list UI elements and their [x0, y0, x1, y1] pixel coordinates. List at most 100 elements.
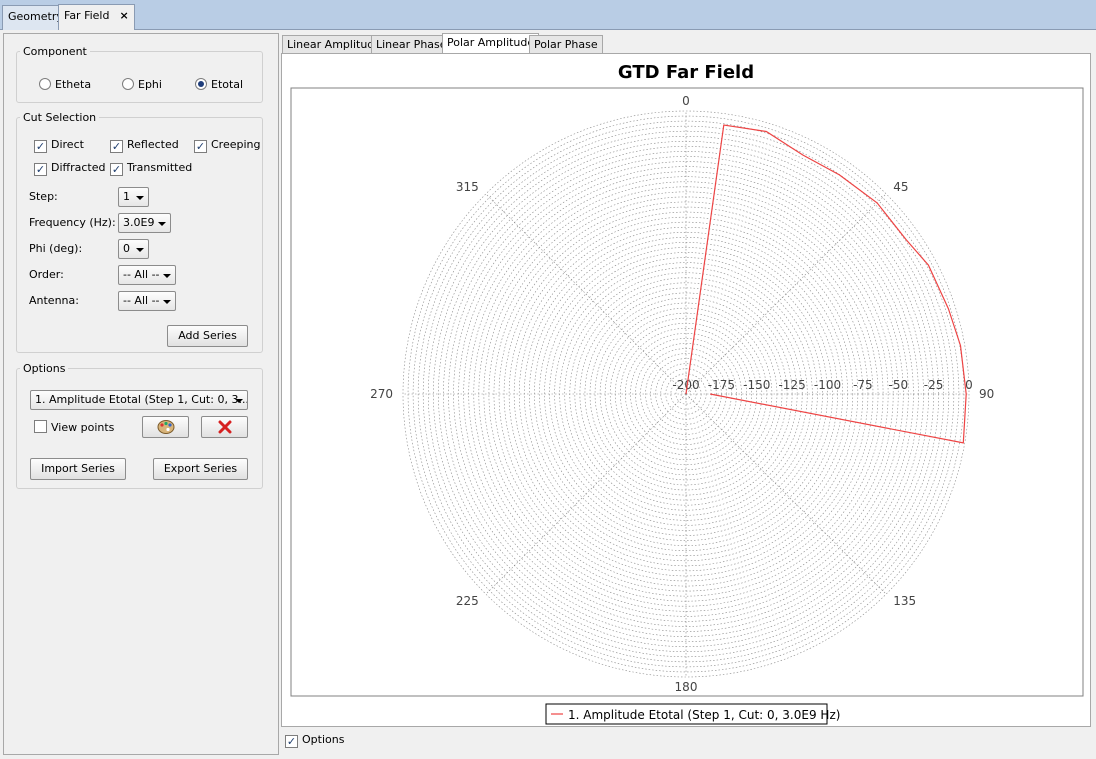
grid-ring — [529, 237, 843, 551]
grid-ring — [599, 307, 773, 481]
check-creeping-label: Creeping — [211, 138, 261, 151]
radial-tick-label: -200 — [672, 378, 699, 392]
series-select-value: 1. Amplitude Etotal (Step 1, Cut: 0, 3..… — [35, 393, 248, 406]
order-select-value: -- All -- — [123, 268, 160, 281]
order-select[interactable]: -- All -- — [118, 265, 176, 285]
chart-title: GTD Far Field — [618, 62, 754, 83]
grid-ring — [584, 292, 788, 496]
checkbox-direct[interactable]: ✓ — [34, 140, 47, 153]
grid-ring — [554, 262, 818, 526]
grid-ring — [483, 191, 889, 597]
radio-ephi[interactable]: Ephi — [122, 78, 162, 91]
chevron-down-icon — [163, 300, 171, 304]
check-transmitted[interactable]: ✓ Transmitted — [110, 161, 192, 176]
antenna-select[interactable]: -- All -- — [118, 291, 176, 311]
check-view-points[interactable]: View points — [34, 420, 114, 434]
grid-ring — [427, 135, 945, 653]
axis-labels: 0 45 90 135 180 225 270 315 -200 -175 -150 -125 -100… — [370, 94, 994, 694]
angle-tick-label: 315 — [456, 180, 479, 194]
grid-ring — [493, 201, 879, 587]
angle-tick-label: 270 — [370, 387, 393, 401]
tab-far-field[interactable]: Far Field × — [58, 4, 135, 30]
grid-ring — [645, 353, 727, 435]
options-group: Options 1. Amplitude Etotal (Step 1, Cut… — [16, 362, 263, 489]
check-creeping[interactable]: ✓ Creeping — [194, 138, 261, 153]
step-select[interactable]: 1 — [118, 187, 149, 207]
angle-tick-label: 135 — [893, 594, 916, 608]
series-layer — [685, 124, 967, 444]
grid-ring — [675, 383, 697, 405]
component-legend: Component — [23, 45, 87, 58]
antenna-label: Antenna: — [29, 294, 79, 307]
radio-ephi-circle[interactable] — [122, 78, 134, 90]
legend-label: 1. Amplitude Etotal (Step 1, Cut: 0, 3.0… — [568, 708, 840, 722]
grid-ring — [402, 110, 970, 678]
legend: 1. Amplitude Etotal (Step 1, Cut: 0, 3.0… — [545, 703, 840, 725]
check-direct[interactable]: ✓ Direct — [34, 138, 84, 153]
grid-ring — [463, 171, 909, 617]
plot-area — [290, 87, 1084, 697]
grid-ring — [503, 211, 869, 577]
tab-polar-phase[interactable]: Polar Phase — [529, 35, 603, 54]
checkbox-transmitted[interactable]: ✓ — [110, 163, 123, 176]
tab-geometry[interactable]: Geometry — [2, 5, 69, 30]
radio-etotal-circle[interactable] — [195, 78, 207, 90]
grid-ring — [680, 388, 692, 400]
check-diffracted[interactable]: ✓ Diffracted — [34, 161, 105, 176]
grid-ring — [539, 247, 833, 541]
options-legend: Options — [23, 362, 66, 375]
radio-etheta[interactable]: Etheta — [39, 78, 91, 91]
series-select[interactable]: 1. Amplitude Etotal (Step 1, Cut: 0, 3..… — [30, 390, 248, 410]
checkbox-options[interactable]: ✓ — [285, 735, 298, 748]
chevron-down-icon — [235, 399, 243, 403]
grid-ring — [589, 297, 783, 491]
grid-ring — [655, 363, 717, 425]
check-reflected[interactable]: ✓ Reflected — [110, 138, 179, 153]
radial-tick-label: -50 — [888, 378, 908, 392]
radial-tick-label: -150 — [743, 378, 770, 392]
grid-ring — [630, 338, 742, 450]
checkbox-diffracted[interactable]: ✓ — [34, 163, 47, 176]
radio-etheta-circle[interactable] — [39, 78, 51, 90]
check-options[interactable]: ✓ Options — [285, 733, 344, 748]
radio-etotal[interactable]: Etotal — [195, 78, 243, 91]
radio-etotal-label: Etotal — [211, 78, 244, 91]
color-palette-button[interactable] — [142, 416, 189, 438]
frequency-select[interactable]: 3.0E9 — [118, 213, 171, 233]
check-diffracted-label: Diffracted — [51, 161, 106, 174]
grid-ring — [564, 272, 808, 516]
grid-ring — [549, 257, 823, 531]
check-transmitted-label: Transmitted — [127, 161, 193, 174]
delete-series-button[interactable] — [201, 416, 248, 438]
grid-ring — [619, 327, 752, 460]
order-label: Order: — [29, 268, 64, 281]
grid-ring — [412, 120, 960, 668]
close-icon[interactable]: × — [119, 9, 129, 22]
phi-select-value: 0 — [123, 242, 130, 255]
add-series-button[interactable]: Add Series — [167, 325, 248, 347]
grid-ring — [417, 125, 955, 663]
settings-panel: Component Etheta Ephi Etotal Cut Selecti… — [3, 33, 279, 755]
phi-label: Phi (deg): — [29, 242, 83, 255]
grid-ring — [438, 146, 934, 642]
phi-select[interactable]: 0 — [118, 239, 149, 259]
grid-ring — [508, 216, 864, 572]
tab-linear-amplitude[interactable]: Linear Amplitude — [282, 35, 387, 54]
frequency-select-value: 3.0E9 — [123, 216, 155, 229]
tab-linear-phase[interactable]: Linear Phase — [371, 35, 452, 54]
checkbox-creeping[interactable]: ✓ — [194, 140, 207, 153]
import-series-button[interactable]: Import Series — [30, 458, 126, 480]
antenna-select-value: -- All -- — [123, 294, 160, 307]
view-points-label: View points — [51, 421, 115, 434]
export-series-button[interactable]: Export Series — [153, 458, 248, 480]
chart-panel: Linear Amplitude Linear Phase Polar Ampl… — [281, 33, 1093, 755]
tab-polar-amplitude[interactable]: Polar Amplitude — [442, 33, 540, 55]
checkbox-view-points[interactable] — [34, 420, 47, 433]
options-label: Options — [302, 733, 345, 746]
document-tab-bar: Geometry Far Field × — [0, 0, 1096, 30]
chevron-down-icon — [158, 222, 166, 226]
checkbox-reflected[interactable]: ✓ — [110, 140, 123, 153]
frequency-label: Frequency (Hz): — [29, 216, 116, 229]
grid-ring — [574, 282, 798, 506]
grid-spoke — [485, 193, 687, 395]
